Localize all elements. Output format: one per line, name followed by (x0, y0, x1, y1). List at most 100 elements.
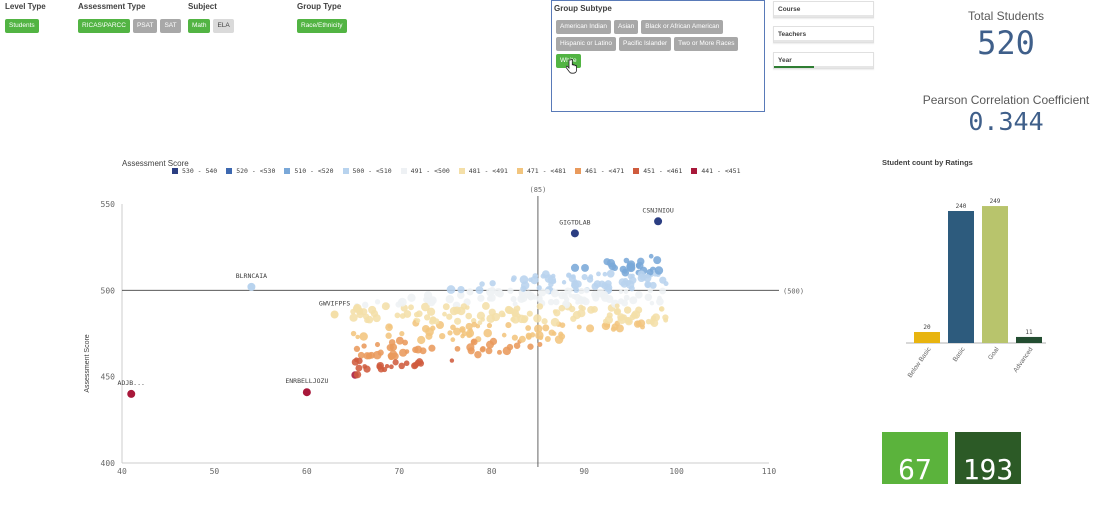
legend-label: 451 - <461 (643, 167, 683, 175)
scatter-point (537, 296, 543, 302)
legend-item[interactable]: 441 - <451 (691, 167, 741, 175)
reference-x-label: (85) (529, 186, 546, 194)
group-type-chip[interactable]: Race/Ethnicity (297, 19, 347, 33)
scatter-point (485, 347, 493, 355)
subject-options: Math ELA (188, 19, 234, 33)
legend-item[interactable]: 461 - <471 (575, 167, 624, 175)
scatter-legend: 530 - 540 520 - <530 510 - <520 500 - <510 4… (172, 167, 741, 175)
teachers-filter[interactable]: Teachers (773, 26, 874, 43)
scatter-point (617, 315, 627, 324)
group-subtype-chip[interactable]: Pacific Islander (619, 37, 672, 51)
point-label: CSNJNIOU (642, 206, 673, 214)
legend-item[interactable]: 530 - 540 (172, 167, 217, 175)
legend-item[interactable]: 481 - <491 (458, 167, 508, 175)
scatter-point (466, 343, 475, 352)
scatter-point (551, 278, 557, 285)
scatter-point (613, 307, 622, 316)
scatter-point (395, 301, 402, 308)
kpi-tile-dark-green: 193 (955, 432, 1021, 486)
legend-item[interactable]: 451 - <461 (633, 167, 682, 175)
legend-swatch (458, 168, 465, 174)
scatter-point (561, 280, 567, 285)
bar (948, 211, 974, 343)
legend-item[interactable]: 520 - <530 (226, 167, 275, 175)
scatter-point (486, 322, 493, 329)
hand-cursor-icon (566, 59, 577, 74)
scatter-point (465, 312, 473, 320)
scatter-point (592, 294, 600, 302)
scatter-point (519, 294, 525, 300)
subject-chip[interactable]: Math (188, 19, 211, 33)
assessment-type-chip[interactable]: RICAS\PARCC (78, 19, 130, 33)
scatter-point (412, 346, 419, 353)
scatter-point (471, 321, 478, 328)
bar-category-label: Goal (987, 346, 1001, 362)
labeled-scatter-point (127, 389, 136, 398)
scatter-point (623, 294, 630, 301)
group-subtype-panel: Group Subtype American Indian Asian Black … (551, 0, 765, 112)
scatter-point (360, 308, 368, 316)
scatter-point (578, 287, 585, 295)
scatter-point (421, 302, 430, 312)
scatter-point (630, 312, 638, 319)
level-type-chip[interactable]: Students (5, 19, 39, 33)
scatter-point (510, 296, 517, 303)
labeled-scatter-point (302, 388, 311, 397)
subject-chip[interactable]: ELA (213, 19, 234, 33)
scatter-point (485, 340, 495, 349)
course-filter-label: Course (778, 6, 801, 13)
bar-value-label: 20 (923, 324, 931, 331)
group-subtype-chip[interactable]: Hispanic or Latino (556, 37, 617, 51)
scatter-point (527, 343, 534, 350)
legend-label: 481 - <491 (468, 167, 508, 175)
group-subtype-chip[interactable]: Two or More Races (674, 37, 739, 51)
group-subtype-chip[interactable]: American Indian (556, 20, 611, 34)
legend-swatch (400, 168, 407, 174)
scatter-point (603, 258, 611, 266)
legend-label: 461 - <471 (585, 167, 625, 175)
bar (982, 206, 1008, 343)
scatter-point (568, 274, 576, 283)
y-tick-label: 400 (101, 459, 116, 468)
assessment-type-chip[interactable]: PSAT (132, 19, 158, 33)
scatter-point (494, 287, 503, 297)
legend-item[interactable]: 471 - <481 (516, 167, 566, 175)
legend-swatch (226, 168, 233, 174)
scatter-point (619, 265, 627, 273)
scatter-point (653, 256, 662, 265)
legend-label: 530 - 540 (182, 167, 218, 175)
bar-value-label: 11 (1025, 329, 1033, 336)
x-tick-label: 50 (210, 467, 220, 476)
scatter-point (602, 271, 608, 277)
scatter-point (370, 309, 379, 318)
labeled-scatter-point (330, 310, 339, 319)
teachers-filter-label: Teachers (778, 31, 807, 38)
group-subtype-chip[interactable]: Black or African American (641, 20, 724, 34)
scatter-point (654, 266, 664, 275)
point-label: ADJB... (118, 379, 145, 387)
kpi-tile-green: 67 (882, 432, 948, 486)
scatter-point (457, 285, 465, 294)
legend-item[interactable]: 500 - <510 (342, 167, 392, 175)
pearson-title: Pearson Correlation Coefficient (922, 93, 1090, 107)
scatter-chart[interactable]: 400 450 500 550 40 50 60 70 80 90 100 110 Assessment… (75, 180, 815, 484)
legend-item[interactable]: 491 - <500 (400, 167, 450, 175)
course-filter[interactable]: Course (773, 1, 874, 18)
scatter-point (624, 316, 631, 324)
point-label: GIGTDLAB (559, 218, 590, 226)
legend-item[interactable]: 510 - <520 (284, 167, 334, 175)
scatter-point (477, 294, 485, 302)
scatter-point (541, 318, 548, 325)
legend-label: 491 - <500 (410, 167, 450, 175)
assessment-type-chip[interactable]: SAT (160, 19, 181, 33)
year-filter[interactable]: Year (773, 52, 874, 69)
scatter-point (533, 314, 542, 323)
scatter-point (644, 293, 653, 301)
scatter-point (498, 310, 506, 318)
scatter-point (384, 363, 390, 369)
scatter-point (479, 346, 486, 353)
bar-chart[interactable]: 20 Below Basic 240 Basic 249 Goal 11 Advanced (882, 170, 1092, 380)
group-subtype-chip[interactable]: Asian (613, 20, 639, 34)
scatter-point (644, 281, 652, 289)
scatter-point (604, 280, 612, 288)
